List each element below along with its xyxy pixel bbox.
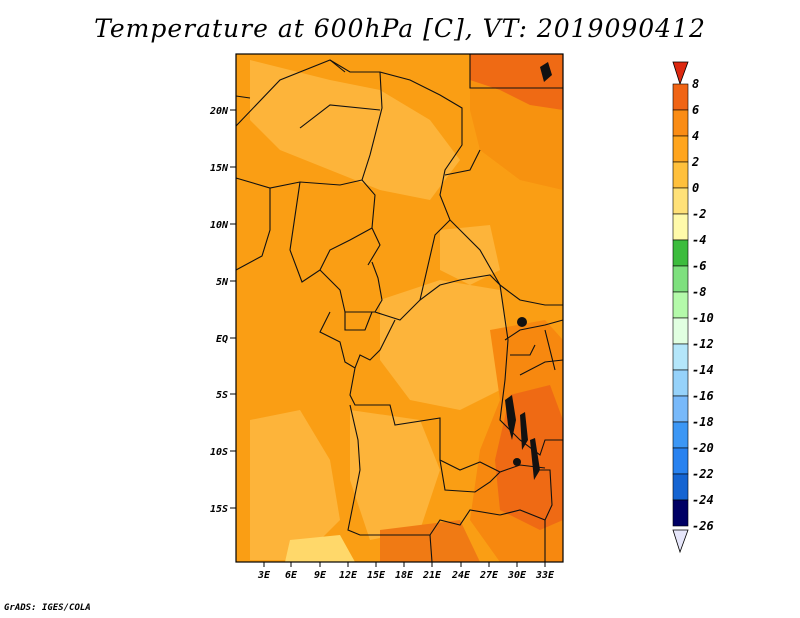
field-cool-central-1 [380,280,510,410]
colorbar-label: -20 [692,441,714,455]
lat-tick-10s: 10S [210,447,228,458]
colorbar-bin [672,369,689,397]
colorbar-bin [672,109,689,137]
lon-tick-12e: 12E [339,570,358,581]
field-hot-north-east [470,54,563,110]
lakes [505,62,552,480]
colorbar-bin [672,291,689,319]
colorbar-label: -8 [692,285,706,299]
lon-tick-30e: 30E [507,570,527,581]
colorbar-bin [672,239,689,267]
lat-tick-20n: 20N [209,106,229,117]
colorbar-bin [672,317,689,345]
colorbar-bin [672,499,689,527]
colorbar-label: -26 [692,519,714,533]
colorbar-bottom-triangle [672,529,689,554]
field-cool-angola [350,410,440,540]
lat-tick-15n: 15N [210,163,229,174]
field-cool-sahara [250,60,460,200]
chart-title: Temperature at 600hPa [C], VT: 201909041… [94,14,706,43]
country-borders [235,54,564,563]
lon-axis: 3E 6E 9E 12E 15E 18E 21E 24E 27E 30E 33E [257,562,555,581]
colorbar-top-triangle [672,61,689,86]
lon-tick-9e: 9E [314,570,327,581]
colorbar-bin [672,473,689,501]
colorbar-label: -18 [692,415,714,429]
colorbar-bin [672,265,689,293]
lon-tick-27e: 27E [479,570,499,581]
lon-tick-21e: 21E [422,570,442,581]
colorbar-labels: 8 6 4 2 0 -2 -4 -6 -8 -10 -12 -14 -16 -18 -20 -22 -24 -26 [691,77,714,533]
field-pale-south [285,535,355,562]
colorbar-bin [672,83,689,111]
colorbar-label: 8 [692,77,699,91]
colorbar-label: -16 [692,389,714,403]
colorbar-bin [672,343,689,371]
lon-tick-24e: 24E [451,570,471,581]
colorbar-label: -12 [692,337,714,351]
colorbar-label: -6 [692,259,706,273]
lon-tick-15e: 15E [367,570,386,581]
lon-tick-3e: 3E [257,570,271,581]
colorbar-label: 2 [691,155,699,169]
colorbar-bin [672,421,689,449]
field-cool-central-2 [440,225,500,285]
lat-tick-eq: EQ [216,334,228,345]
lat-tick-5s: 5S [216,390,228,401]
colorbar-label: -22 [692,467,714,481]
colorbar-bin [672,447,689,475]
colorbar-label: 4 [692,129,699,143]
lon-tick-18e: 18E [395,570,414,581]
colorbar-bin [672,161,689,189]
colorbar: 8 6 4 2 0 -2 -4 -6 -8 -10 -12 -14 -16 -18 -20 -22 -24 -26 [672,61,714,554]
colorbar-label: 6 [692,103,699,117]
colorbar-label: -4 [692,233,706,247]
colorbar-label: -24 [692,493,714,507]
colorbar-label: -2 [692,207,706,221]
grads-credit: GrADS: IGES/COLA [4,603,91,613]
colorbar-bins [672,83,689,527]
colorbar-bin [672,213,689,241]
colorbar-bin [672,187,689,215]
temperature-field [236,54,563,562]
field-cool-south-west [250,410,340,560]
colorbar-label: -14 [692,363,714,377]
lon-tick-6e: 6E [285,570,298,581]
colorbar-bin [672,135,689,163]
lon-tick-33e: 33E [535,570,555,581]
lat-tick-15s: 15S [210,504,228,515]
colorbar-bin [672,395,689,423]
colorbar-label: 0 [692,181,699,195]
lat-axis: 20N 15N 10N 5N EQ 5S 10S 15S [209,106,236,515]
lat-tick-10n: 10N [210,220,229,231]
colorbar-label: -10 [692,311,714,325]
map-frame [235,53,564,563]
lat-tick-5n: 5N [216,277,229,288]
